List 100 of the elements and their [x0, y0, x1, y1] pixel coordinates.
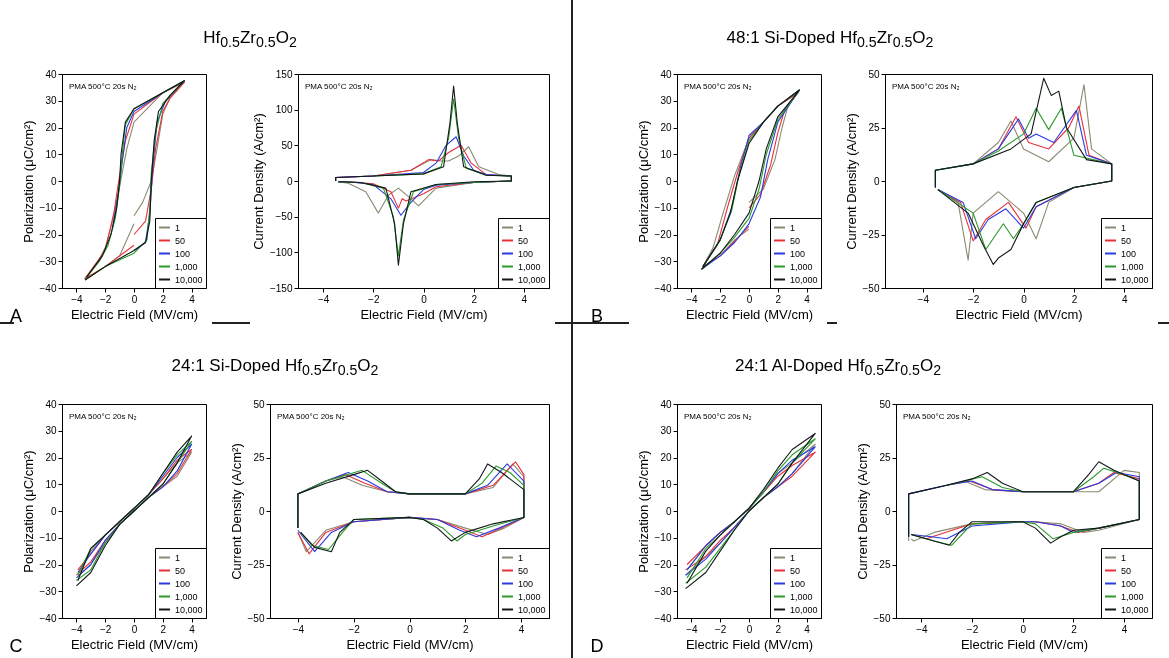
text: B [590, 305, 604, 327]
y-tick-label: 0 [665, 175, 672, 187]
x-tick-label: −4 [686, 293, 699, 305]
y-tick-label: 30 [45, 95, 57, 107]
x-tick-label: −2 [368, 293, 380, 305]
y-tick-label: 40 [660, 68, 672, 80]
legend-label: 1 [790, 222, 796, 233]
y-axis-title: Polarization (μC/cm²) [635, 120, 651, 243]
y-tick-label: 0 [884, 505, 891, 517]
y-tick-label: 30 [45, 425, 57, 437]
legend-label: 1 [175, 222, 181, 233]
y-tick-label: −50 [247, 612, 265, 624]
x-axis-title: Electric Field (MV/cm) [70, 636, 199, 652]
legend-label: 10,000 [518, 604, 546, 615]
legend-label: 1 [790, 552, 796, 563]
text: D [590, 635, 604, 657]
y-tick-label: 10 [660, 148, 672, 160]
x-tick-label: −2 [715, 293, 727, 305]
y-tick-label: 40 [45, 68, 57, 80]
y-tick-label: −25 [873, 559, 891, 570]
y-tick-label: 40 [660, 398, 672, 410]
y-tick-label: −40 [39, 282, 57, 294]
y-tick-label: 25 [868, 122, 880, 133]
y-tick-label: −50 [275, 211, 293, 223]
legend-label: 1,000 [518, 261, 541, 272]
legend-label: 50 [1121, 565, 1132, 576]
y-tick-label: −10 [39, 202, 57, 214]
y-axis-title: Current Density (A/cm²) [854, 443, 870, 580]
annotation: PMA 500°C 20s N₂ [903, 412, 971, 421]
legend-label: 100 [790, 248, 806, 259]
x-tick-label: 4 [518, 623, 525, 635]
legend-label: 100 [518, 578, 534, 589]
legend-label: 100 [1121, 248, 1137, 259]
x-tick-label: 2 [463, 623, 470, 635]
y-tick-label: 20 [45, 122, 57, 133]
y-tick-label: −40 [654, 282, 672, 294]
x-tick-label: 0 [746, 293, 753, 305]
y-tick-label: 50 [281, 139, 293, 151]
y-axis-title: Polarization (μC/cm²) [635, 450, 651, 573]
x-axis-title: Electric Field (MV/cm) [685, 306, 814, 322]
x-axis-title: Electric Field (MV/cm) [960, 636, 1089, 652]
legend-label: 1 [1121, 222, 1127, 233]
y-tick-label: −40 [39, 612, 57, 624]
x-tick-label: 0 [1021, 293, 1028, 305]
y-tick-label: 10 [45, 478, 57, 490]
y-tick-label: 40 [45, 398, 57, 410]
x-tick-label: −2 [100, 623, 112, 635]
x-tick-label: 0 [421, 293, 428, 305]
legend-label: 100 [175, 578, 191, 589]
y-tick-label: 50 [253, 398, 265, 410]
x-tick-label: 4 [521, 293, 528, 305]
text: Hf$_{0.5}$Zr$_{0.5}$O$_{2}$ [203, 28, 297, 51]
y-tick-label: −10 [654, 532, 672, 544]
x-tick-label: 0 [407, 623, 414, 635]
x-tick-label: 4 [189, 293, 196, 305]
legend-label: 100 [1121, 578, 1137, 589]
y-tick-label: 30 [660, 95, 672, 107]
x-tick-label: 4 [1121, 623, 1128, 635]
annotation: PMA 500°C 20s N₂ [69, 82, 137, 91]
y-tick-label: 0 [873, 175, 880, 187]
legend-label: 1,000 [1121, 591, 1144, 602]
legend-label: 10,000 [1121, 604, 1149, 615]
chart-title: 48:1 Si-Doped Hf$_{0.5}$Zr$_{0.5}$O$_{2}$ [726, 28, 934, 51]
y-tick-label: −20 [654, 229, 672, 240]
y-tick-label: −20 [654, 559, 672, 570]
y-tick-label: 0 [50, 505, 57, 517]
legend-label: 1,000 [518, 591, 541, 602]
y-tick-label: −30 [39, 585, 57, 597]
y-tick-label: 25 [879, 452, 891, 463]
x-tick-label: 4 [804, 623, 811, 635]
legend-label: 50 [790, 235, 801, 246]
y-tick-label: 10 [660, 478, 672, 490]
y-tick-label: 50 [879, 398, 891, 410]
y-tick-label: 50 [868, 68, 880, 80]
x-tick-label: 2 [160, 293, 167, 305]
y-axis-title: Polarization (μC/cm²) [20, 120, 36, 243]
legend-label: 50 [175, 235, 186, 246]
x-tick-label: 2 [471, 293, 478, 305]
x-tick-label: 2 [1071, 293, 1078, 305]
y-tick-label: −10 [654, 202, 672, 214]
y-tick-label: −30 [654, 255, 672, 267]
legend-label: 1,000 [1121, 261, 1144, 272]
x-tick-label: 2 [1071, 623, 1078, 635]
x-tick-label: 0 [131, 623, 138, 635]
y-axis-title: Current Density (A/cm²) [228, 443, 244, 580]
legend-label: 1,000 [175, 261, 198, 272]
legend-label: 10,000 [175, 274, 203, 285]
y-tick-label: 20 [660, 122, 672, 133]
legend-label: 50 [518, 235, 529, 246]
y-tick-label: −30 [654, 585, 672, 597]
annotation: PMA 500°C 20s N₂ [277, 412, 345, 421]
x-tick-label: −4 [317, 293, 330, 305]
y-tick-label: 100 [275, 104, 293, 116]
y-tick-label: 150 [275, 68, 293, 80]
x-axis-title: Electric Field (MV/cm) [360, 306, 488, 322]
y-tick-label: −20 [39, 559, 57, 570]
x-axis-title: Electric Field (MV/cm) [346, 636, 474, 652]
y-axis-title: Current Density (A/cm²) [250, 113, 266, 250]
x-tick-label: 4 [804, 293, 811, 305]
y-tick-label: −50 [862, 282, 880, 294]
